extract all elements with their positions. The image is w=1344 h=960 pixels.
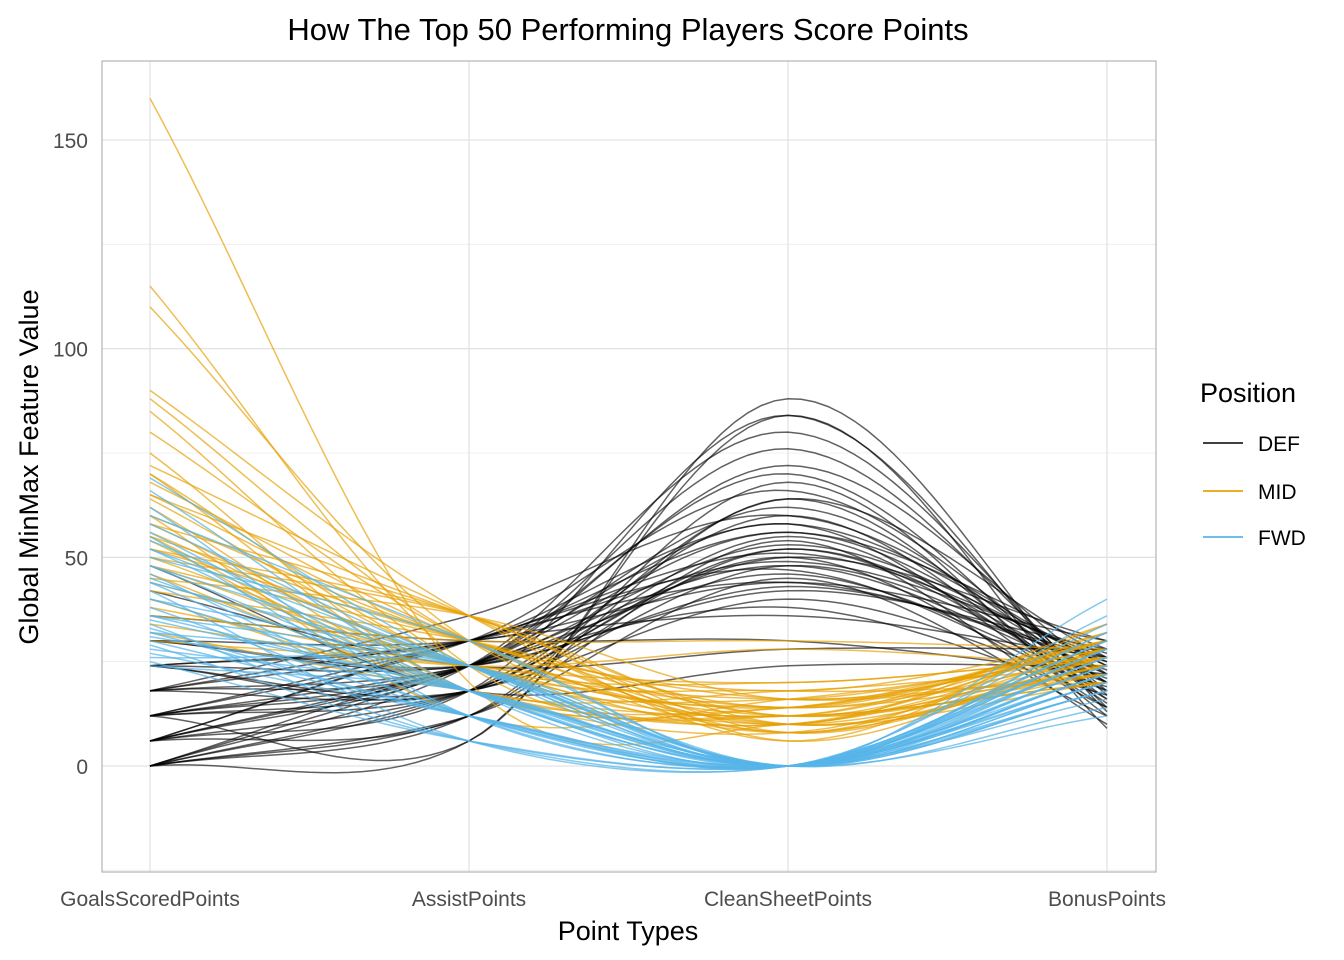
series-line-def [149,606,1108,767]
series-line-fwd [149,623,1108,773]
series-line-def [149,514,1108,767]
series-line-def [149,552,1108,717]
series-line-fwd [149,631,1108,767]
series-line-mid [149,97,1108,746]
y-tick-label: 0 [76,756,88,779]
y-axis-title: Global MinMax Feature Value [14,289,44,644]
x-tick-label: GoalsScoredPoints [60,888,240,911]
legend-title: Position [1200,378,1296,408]
y-tick-labels: 0 50 100 150 [53,130,88,779]
series-line-fwd [149,615,1108,768]
series-line-fwd [149,648,1108,769]
legend-label-def: DEF [1258,433,1300,456]
series-line-mid [149,548,1108,726]
series-def [149,397,1108,774]
series-line-def [149,577,1108,767]
series-line-fwd [149,535,1108,770]
series-line-def [149,585,1108,669]
grid-major [102,61,1156,872]
series-line-def [149,414,1108,742]
series-line-def [149,431,1108,767]
series-line-mid [149,514,1108,729]
series-line-def [149,614,1108,692]
series-line-def [149,544,1108,692]
series-line-mid [149,623,1108,668]
x-tick-label: AssistPoints [412,888,526,911]
series-line-def [149,397,1108,762]
series-line-fwd [149,627,1108,768]
series-line-def [149,481,1108,767]
series-line-mid [149,589,1108,709]
series-line-fwd [149,548,1108,768]
y-tick-label: 100 [53,339,88,362]
series-fwd [149,477,1108,773]
chart-title: How The Top 50 Performing Players Score … [287,12,968,47]
series-line-fwd [149,556,1108,768]
x-tick-labels: GoalsScoredPoints AssistPoints CleanSheetP… [60,888,1166,911]
series-line-def [149,598,1108,717]
series-line-fwd [149,623,1108,770]
series-line-mid [149,564,1108,701]
panel-border [101,60,1157,873]
series-line-mid [149,535,1108,726]
series-line-fwd [149,660,1108,771]
series-line-def [149,560,1108,667]
series-line-def [149,489,1108,717]
y-tick-label: 150 [53,130,88,153]
x-tick-label: BonusPoints [1048,888,1166,911]
series-line-def [149,448,1108,717]
y-tick-label: 50 [65,547,88,570]
legend-label-fwd: FWD [1258,527,1306,550]
x-tick-label: CleanSheetPoints [704,888,872,911]
series-line-fwd [149,598,1108,768]
legend-label-mid: MID [1258,481,1297,504]
legend: Position DEF MID FWD [1200,378,1306,550]
series-line-def [149,573,1108,717]
x-axis-title: Point Types [558,916,699,946]
series-line-fwd [149,565,1108,769]
series-line-mid [149,523,1108,686]
series-line-fwd [149,581,1108,767]
